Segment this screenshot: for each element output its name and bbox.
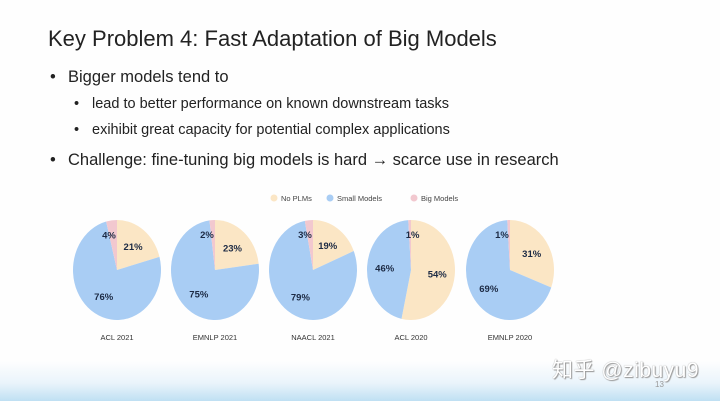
data-label: 1% [495, 230, 509, 241]
page-number: 13 [655, 380, 664, 389]
pie-slice [73, 221, 161, 320]
sub-bullet: • lead to better performance on known dow… [74, 96, 450, 112]
legend-label: Small Models [337, 194, 382, 203]
data-label: 23% [223, 243, 243, 254]
data-label: 1% [406, 230, 420, 241]
pie-slice [215, 220, 259, 270]
pie-slice [106, 220, 117, 270]
legend-swatch [270, 194, 278, 202]
data-label: 79% [291, 292, 311, 303]
pie-slice [401, 220, 456, 321]
legend-swatch [326, 194, 334, 202]
slide-title: Key Problem 4: Fast Adaptation of Big Mo… [48, 26, 497, 51]
data-label: 2% [200, 230, 214, 241]
pie-slice [466, 220, 552, 321]
bullet-text: lead to better performance on known down… [92, 96, 450, 112]
data-label: 19% [318, 241, 338, 252]
pie-title: ACL 2021 [100, 333, 133, 342]
footer-band [0, 361, 720, 401]
bullet-text: Bigger models tend to [68, 68, 229, 86]
pie-slice [304, 220, 313, 270]
watermark: 知乎 @zibuyu9 [552, 359, 700, 382]
legend-swatch [410, 194, 418, 202]
pie-slice [510, 220, 554, 288]
data-label: 31% [522, 249, 542, 260]
data-label: 54% [428, 269, 448, 280]
bullet: • Challenge: fine-tuning big models is ha… [50, 151, 559, 169]
data-label: 21% [124, 242, 144, 253]
pie-title: EMNLP 2020 [488, 333, 532, 342]
legend-label: Big Models [421, 194, 458, 203]
data-label: 75% [189, 290, 209, 301]
data-label: 76% [94, 292, 114, 303]
pie-title: EMNLP 2021 [193, 333, 237, 342]
pie-slice [117, 220, 160, 270]
pie-title: NAACL 2021 [291, 333, 335, 342]
pie-slice [171, 220, 259, 321]
pie-slice [269, 220, 357, 320]
data-label: 46% [375, 264, 395, 275]
pie-slice [408, 220, 411, 270]
sub-bullet: • exihibit great capacity for potential c… [74, 122, 450, 138]
data-label: 3% [298, 230, 312, 241]
pie-title: ACL 2020 [394, 333, 427, 342]
bullet-text: exihibit great capacity for potential co… [92, 122, 450, 138]
bullet-text: Challenge: fine-tuning big models is har… [68, 151, 559, 169]
pie-slice [507, 220, 510, 270]
data-label: 69% [479, 284, 499, 295]
pie-slice [367, 220, 411, 319]
pie-slice [209, 220, 215, 270]
legend-label: No PLMs [281, 194, 312, 203]
data-label: 4% [102, 230, 116, 241]
pie-slice [313, 220, 354, 270]
bullet: • Bigger models tend to [50, 68, 229, 86]
